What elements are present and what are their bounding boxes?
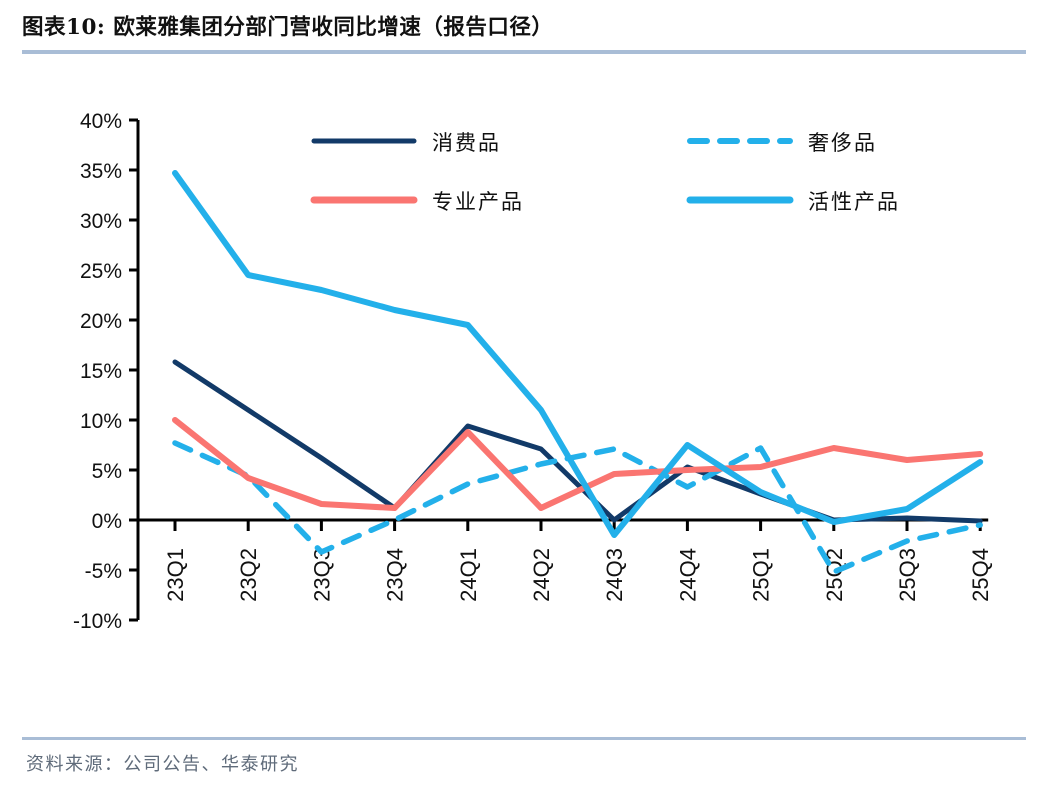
series-line xyxy=(172,170,984,538)
y-axis-tick-label: 20% xyxy=(80,310,122,333)
chart-plot-area: 40% 35% 30% 25% 20% 15% 10% 5% 0% -5% -10% 23Q1 23Q… xyxy=(0,52,1048,732)
y-axis-tick-label: 35% xyxy=(80,160,122,183)
y-axis-tick-label: 5% xyxy=(92,460,122,483)
x-axis-tick-label: 25Q1 xyxy=(749,548,774,602)
footer-divider xyxy=(22,737,1026,740)
y-axis-tick-label: 25% xyxy=(80,260,122,283)
y-axis-tick-label: 30% xyxy=(80,210,122,233)
y-axis: 40% 35% 30% 25% 20% 15% 10% 5% 0% -5% -10% xyxy=(73,110,140,633)
x-axis-tick-label: 23Q3 xyxy=(309,548,334,602)
x-axis-tick-label: 23Q2 xyxy=(236,548,261,602)
x-axis-tick-label: 24Q4 xyxy=(675,548,700,602)
source-note: 资料来源：公司公告、华泰研究 xyxy=(26,754,299,775)
y-axis-tick-label: 40% xyxy=(80,110,122,133)
y-axis-tick-label: 10% xyxy=(80,410,122,433)
legend-label: 奢侈品 xyxy=(808,131,877,155)
series-line xyxy=(172,417,984,511)
x-axis-tick-label: 23Q4 xyxy=(383,548,408,602)
x-axis-tick-label: 25Q3 xyxy=(895,548,920,602)
y-axis-tick-label: -5% xyxy=(85,560,122,583)
series-line xyxy=(172,440,983,575)
legend-label: 专业产品 xyxy=(432,190,524,214)
data-series-group xyxy=(172,170,984,575)
x-axis-tick-label: 24Q2 xyxy=(529,548,554,602)
x-axis-tick-label: 24Q3 xyxy=(602,548,627,602)
y-axis-tick-label: 0% xyxy=(92,510,122,533)
x-axis-tick-label: 25Q4 xyxy=(968,548,993,602)
legend-label: 活性产品 xyxy=(808,190,900,214)
x-axis-tick-label: 23Q1 xyxy=(163,548,188,602)
chart-header: 图表10: 欧莱雅集团分部门营收同比增速（报告口径） xyxy=(22,14,1026,54)
page-title: 图表10: 欧莱雅集团分部门营收同比增速（报告口径） xyxy=(22,15,554,40)
x-axis-tick-label: 24Q1 xyxy=(456,548,481,602)
legend-label: 消费品 xyxy=(432,131,501,155)
y-axis-tick-label: 15% xyxy=(80,360,122,383)
line-chart-svg: 40% 35% 30% 25% 20% 15% 10% 5% 0% -5% -10% 23Q1 23Q… xyxy=(73,110,993,633)
y-axis-tick-label: -10% xyxy=(73,610,122,633)
header-divider xyxy=(22,50,1026,54)
